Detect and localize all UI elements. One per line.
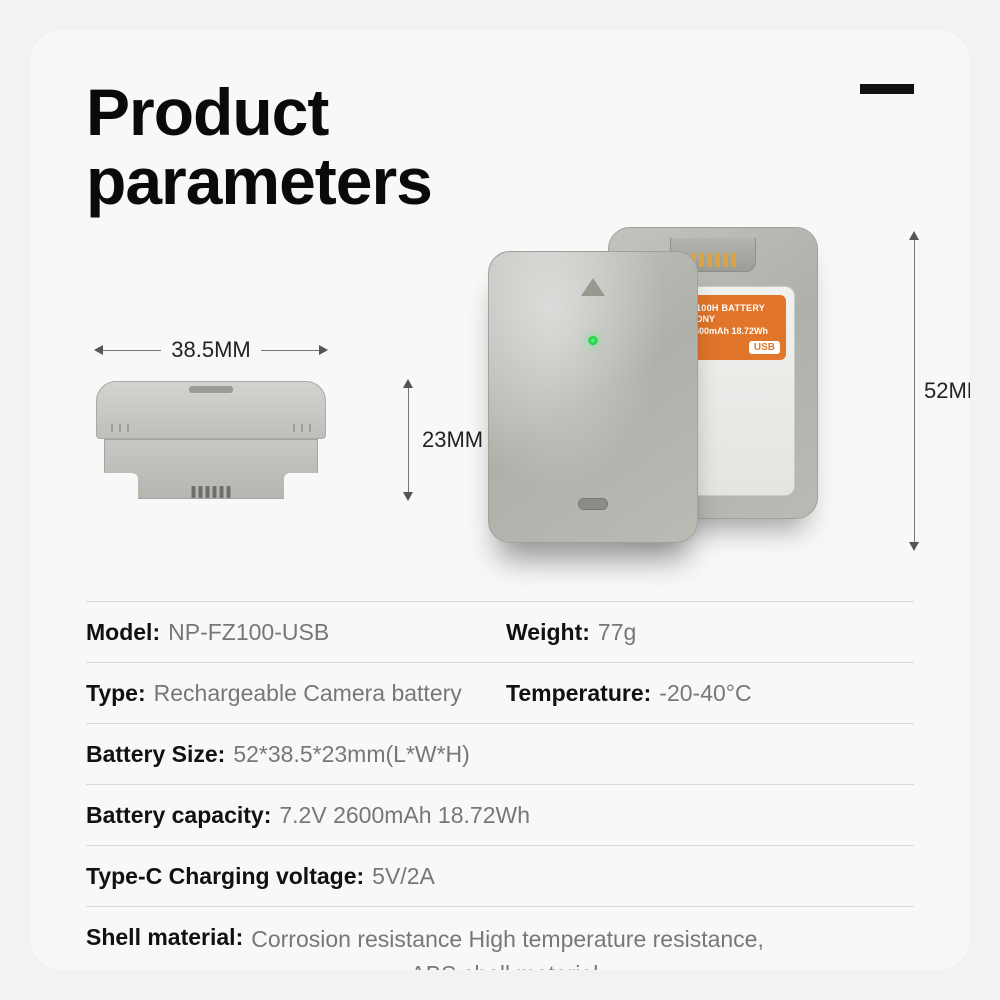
spec-value-size: 52*38.5*23mm(L*W*H) [233, 739, 469, 770]
spec-label-temperature: Temperature [506, 678, 651, 709]
width-dimension: 38.5MM [96, 337, 326, 363]
spec-row-material: Shell material Corrosion resistance High… [86, 907, 914, 970]
spec-value-type: Rechargeable Camera battery [154, 678, 462, 709]
spec-row-capacity: Battery capacity 7.2V 2600mAh 18.72Wh [86, 785, 914, 846]
spec-label-type: Type [86, 678, 146, 709]
corner-mark-icon [860, 84, 914, 94]
title-line-2: parameters [86, 144, 432, 218]
spec-row-model-weight: Model NP-FZ100-USB Weight 77g [86, 602, 914, 663]
title-line-1: Product [86, 75, 328, 149]
specs-table: Model NP-FZ100-USB Weight 77g Type Recha… [86, 601, 914, 970]
spec-value-capacity: 7.2V 2600mAh 18.72Wh [279, 800, 530, 831]
width-dimension-label: 38.5MM [161, 337, 260, 363]
spec-value-model: NP-FZ100-USB [168, 617, 329, 648]
spec-row-size: Battery Size 52*38.5*23mm(L*W*H) [86, 724, 914, 785]
spec-value-charging: 5V/2A [372, 861, 435, 892]
spec-label-model: Model [86, 617, 160, 648]
battery-side-view: 38.5MM [96, 337, 326, 499]
spec-row-type-temp: Type Rechargeable Camera battery Tempera… [86, 663, 914, 724]
page-title: Product parameters [86, 78, 914, 217]
spec-label-charging: Type-C Charging voltage [86, 861, 364, 892]
spec-value-weight: 77g [598, 617, 636, 648]
spec-row-charging: Type-C Charging voltage 5V/2A [86, 846, 914, 907]
battery-side-body: 23MM [96, 381, 326, 499]
depth-dimension-label: 23MM [422, 427, 483, 453]
battery-render-group: Lithium ion NP-FZ100H BATTERY FOR SONY 7… [488, 227, 818, 547]
contact-pins-icon [192, 486, 231, 498]
status-led-icon [589, 336, 598, 345]
diagram-area: 38.5MM [86, 245, 914, 575]
spec-label-weight: Weight [506, 617, 590, 648]
spec-value-material: Corrosion resistance High temperature re… [251, 924, 764, 970]
usb-badge: USB [749, 341, 780, 354]
height-dimension-label: 52MM [924, 378, 970, 404]
spec-value-temperature: -20-40°C [659, 678, 751, 709]
spec-label-size: Battery Size [86, 739, 225, 770]
spec-label-material: Shell material [86, 922, 243, 953]
product-card: Product parameters 38.5MM [30, 30, 970, 970]
usb-c-port-icon [578, 498, 608, 510]
orientation-triangle-icon [581, 278, 605, 296]
battery-front-view [488, 251, 698, 543]
spec-label-capacity: Battery capacity [86, 800, 271, 831]
